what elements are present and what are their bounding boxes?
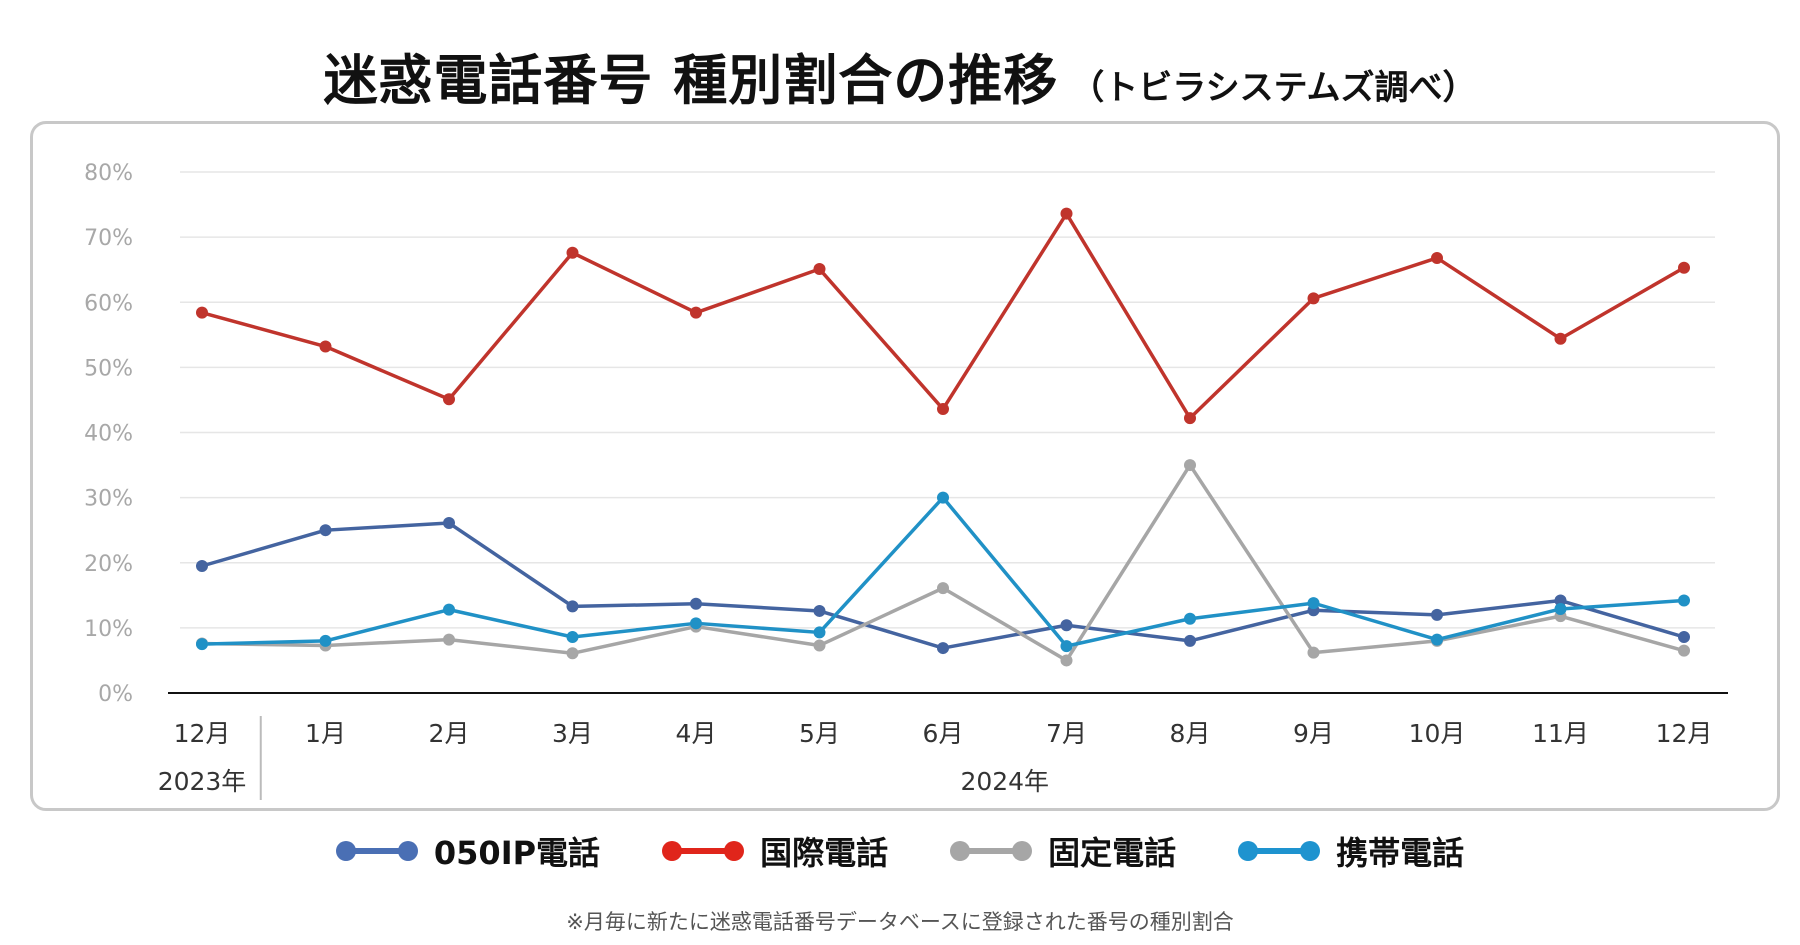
data-point (690, 617, 702, 630)
data-point (196, 638, 208, 651)
legend-label-international: 国際電話 (760, 834, 889, 872)
data-point (813, 604, 826, 617)
data-point (937, 491, 949, 504)
data-point (1431, 608, 1443, 621)
data-point (1060, 619, 1073, 632)
y-tick-label: 40% (84, 422, 133, 447)
data-point (319, 524, 332, 537)
data-point (566, 600, 579, 613)
data-point (443, 603, 455, 616)
x-tick-label: 3月 (552, 719, 593, 748)
data-point (1184, 459, 1196, 472)
legend-item-050ip: 050IP電話 (335, 828, 601, 874)
data-point (1060, 207, 1073, 220)
data-point (196, 306, 208, 319)
data-point (1554, 602, 1567, 615)
chart-subtitle: （トビラシステムズ調べ） (1070, 68, 1477, 108)
data-point (1307, 597, 1320, 610)
x-tick-label: 9月 (1293, 719, 1334, 748)
y-tick-label: 70% (84, 226, 133, 251)
legend-item-international: 国際電話 (662, 828, 888, 874)
data-point (1431, 633, 1443, 646)
y-tick-label: 30% (84, 487, 133, 512)
x-tick-label: 1月 (305, 719, 346, 748)
year-label: 2023年 (158, 767, 247, 796)
series-line-3 (201, 495, 1685, 648)
data-point (566, 647, 579, 660)
y-tick-label: 50% (84, 356, 133, 381)
legend-swatch-050ip (335, 841, 418, 861)
x-tick-label: 11月 (1532, 719, 1589, 748)
data-point (1431, 251, 1443, 264)
data-point (566, 630, 579, 643)
series-line-1 (201, 211, 1685, 420)
x-tick-label: 8月 (1170, 719, 1211, 748)
legend-label-mobile: 携帯電話 (1336, 834, 1465, 872)
year-label: 2024年 (960, 767, 1049, 796)
legend-label-landline: 固定電話 (1048, 834, 1177, 872)
y-tick-label: 0% (98, 682, 133, 707)
legend: 050IP電話 国際電話 固定電話 携帯電話 (0, 828, 1800, 874)
data-point (319, 340, 332, 353)
data-point (1554, 594, 1567, 607)
legend-swatch-landline (950, 841, 1033, 861)
legend-label-050ip: 050IP電話 (433, 834, 601, 872)
x-tick-label: 10月 (1409, 719, 1466, 748)
data-point (1307, 292, 1320, 305)
legend-swatch-international (662, 841, 745, 861)
x-tick-label: 6月 (923, 719, 964, 748)
data-point (1678, 644, 1690, 657)
x-tick-label: 2月 (429, 719, 470, 748)
data-point (937, 582, 949, 595)
data-point (1678, 261, 1690, 274)
data-point (1678, 630, 1690, 643)
x-tick-label: 12月 (1656, 719, 1713, 748)
x-tick-label: 7月 (1046, 719, 1087, 748)
data-point (1554, 332, 1567, 345)
data-point (813, 263, 826, 276)
data-point (1678, 594, 1690, 607)
data-point (690, 597, 702, 610)
data-point (443, 517, 455, 530)
x-tick-label: 5月 (799, 719, 840, 748)
y-tick-label: 80% (84, 161, 133, 186)
legend-swatch-mobile (1238, 841, 1321, 861)
data-point (1307, 646, 1320, 659)
data-point (813, 639, 826, 652)
data-point (813, 626, 826, 639)
data-point (690, 306, 702, 319)
data-point (1184, 612, 1196, 625)
data-point (196, 560, 208, 573)
data-point (1184, 634, 1196, 647)
data-point (937, 403, 949, 416)
legend-item-landline: 固定電話 (950, 828, 1176, 874)
data-point (1060, 654, 1073, 667)
data-point (443, 393, 455, 406)
data-point (937, 642, 949, 655)
chart-title: 迷惑電話番号 種別割合の推移 (323, 49, 1059, 112)
y-tick-label: 10% (84, 617, 133, 642)
y-tick-label: 60% (84, 291, 133, 316)
data-point (566, 246, 579, 259)
data-point (1184, 412, 1196, 425)
legend-item-mobile: 携帯電話 (1238, 828, 1464, 874)
footnote: ※月毎に新たに迷惑電話番号データベースに登録された番号の種別割合 (566, 910, 1234, 934)
y-tick-label: 20% (84, 552, 133, 577)
data-point (443, 633, 455, 646)
x-tick-label: 12月 (174, 719, 231, 748)
data-point (319, 634, 332, 647)
chart-title-row: 迷惑電話番号 種別割合の推移 （トビラシステムズ調べ） (0, 36, 1800, 115)
x-tick-label: 4月 (676, 719, 717, 748)
data-point (1060, 640, 1073, 653)
chart-frame (30, 121, 1780, 811)
